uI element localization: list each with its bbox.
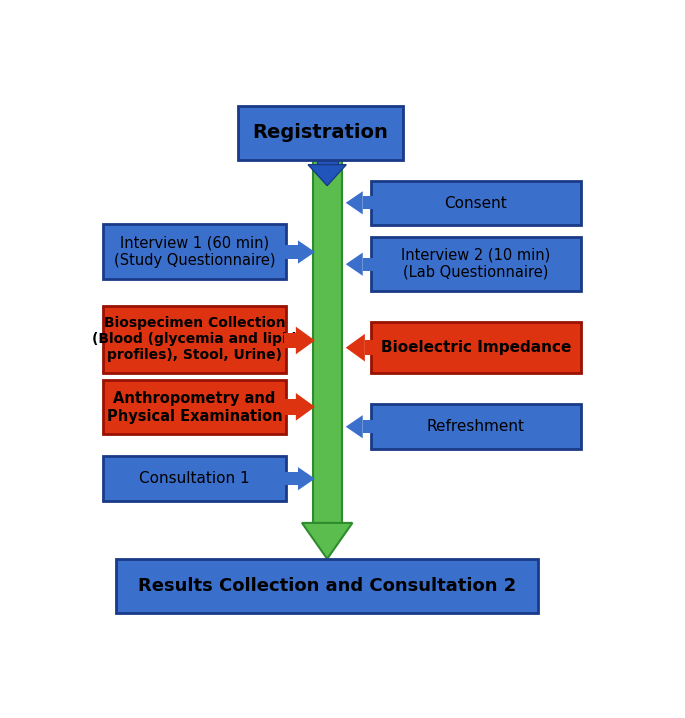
FancyBboxPatch shape [116,559,538,613]
Text: Bioelectric Impedance: Bioelectric Impedance [381,340,571,355]
FancyBboxPatch shape [103,306,286,373]
FancyBboxPatch shape [238,106,403,159]
Text: Interview 1 (60 min)
(Study Questionnaire): Interview 1 (60 min) (Study Questionnair… [114,236,275,268]
Text: Anthropometry and
Physical Examination: Anthropometry and Physical Examination [107,391,282,424]
Polygon shape [346,415,363,438]
FancyBboxPatch shape [371,236,581,291]
Polygon shape [346,334,365,361]
Bar [363,258,375,271]
FancyBboxPatch shape [312,155,342,523]
Bar [284,246,298,258]
Text: Consent: Consent [445,195,507,210]
Bar [284,399,296,414]
FancyBboxPatch shape [103,456,286,501]
Bar [284,472,298,485]
Text: Results Collection and Consultation 2: Results Collection and Consultation 2 [138,577,516,595]
Text: Registration: Registration [253,123,388,142]
Bar [363,420,375,434]
Text: Consultation 1: Consultation 1 [139,471,250,486]
Polygon shape [298,241,315,264]
Text: Interview 2 (10 min)
(Lab Questionnaire): Interview 2 (10 min) (Lab Questionnaire) [401,248,551,280]
Polygon shape [308,164,347,186]
FancyBboxPatch shape [103,224,286,279]
Polygon shape [302,523,352,559]
Polygon shape [298,467,315,490]
Polygon shape [346,253,363,276]
Bar [284,332,296,348]
Text: Refreshment: Refreshment [427,419,525,434]
Polygon shape [296,393,315,421]
Bar [365,340,375,355]
Bar [363,196,375,210]
FancyBboxPatch shape [103,381,286,434]
Polygon shape [346,191,363,215]
FancyBboxPatch shape [371,404,581,449]
Polygon shape [296,327,315,354]
FancyBboxPatch shape [316,155,338,164]
FancyBboxPatch shape [371,322,581,373]
Text: Biospecimen Collection
(Blood (glycemia and lipid
profiles), Stool, Urine): Biospecimen Collection (Blood (glycemia … [92,316,297,363]
FancyBboxPatch shape [371,181,581,225]
